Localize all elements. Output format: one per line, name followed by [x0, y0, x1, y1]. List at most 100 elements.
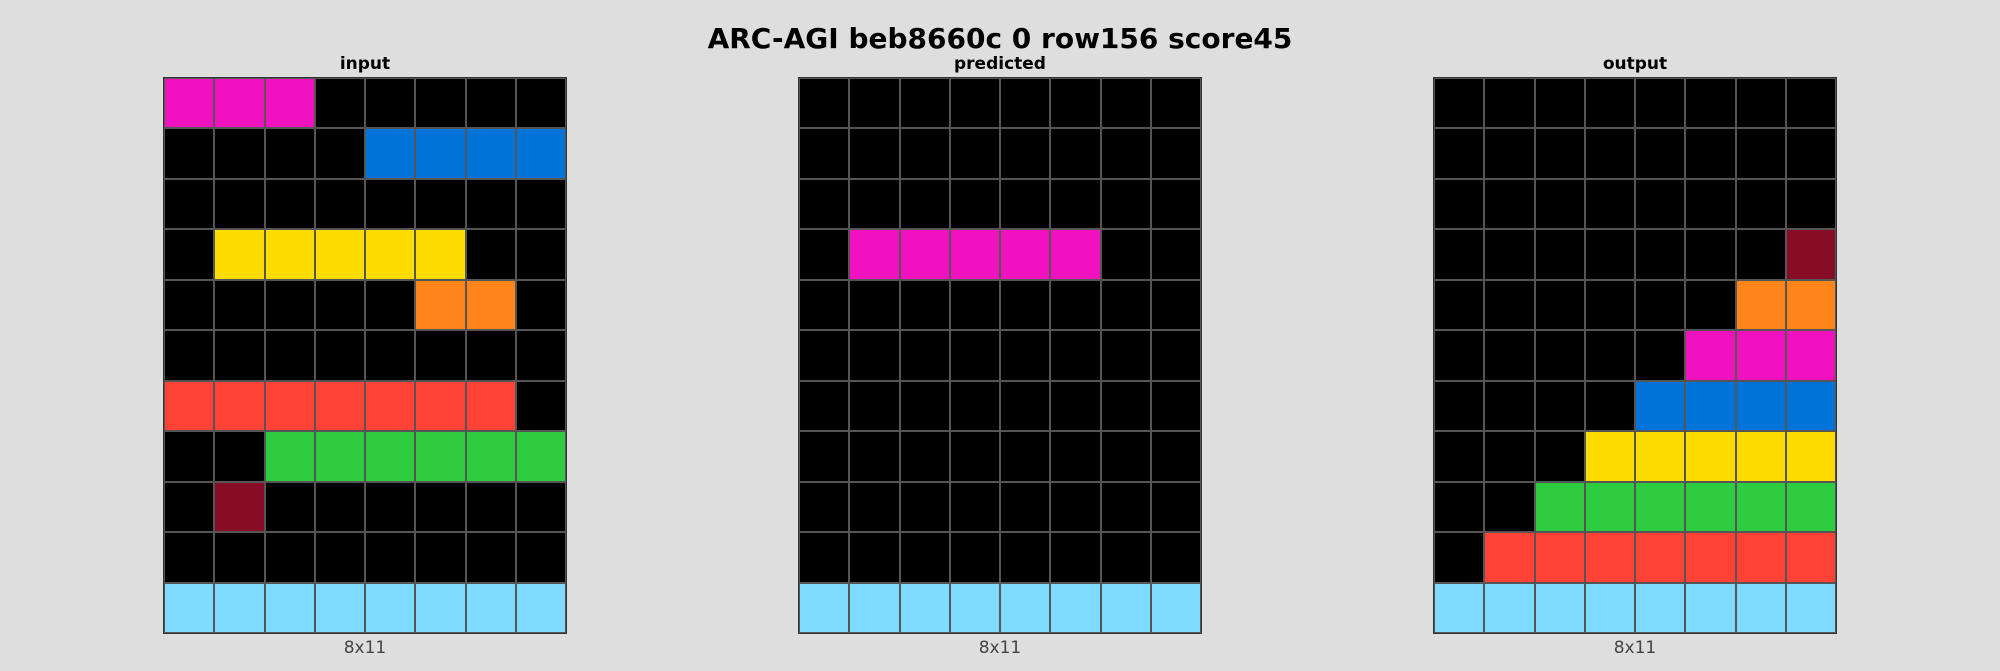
- grid-cell: [799, 380, 850, 432]
- grid-cell: [1534, 229, 1585, 280]
- grid-cell: [799, 128, 850, 179]
- grid-cell: [1785, 178, 1836, 230]
- grid-cell: [1735, 78, 1786, 129]
- grid-cell: [949, 279, 1000, 331]
- grid-cell: [1000, 431, 1051, 482]
- grid-cell: [1050, 279, 1101, 331]
- grid-cell: [949, 78, 1000, 129]
- grid-cell: [849, 229, 900, 280]
- grid-cell: [1735, 582, 1786, 633]
- grid-cell: [899, 481, 950, 533]
- grid-cell: [899, 178, 950, 230]
- grid-cell: [164, 229, 215, 280]
- grid-cell: [1785, 481, 1836, 533]
- grid-cell: [214, 78, 265, 129]
- grid-cell: [799, 532, 850, 583]
- grid-cell: [949, 330, 1000, 381]
- grid-cell: [365, 532, 416, 583]
- grid-cell: [415, 582, 466, 633]
- grid-cell: [164, 78, 215, 129]
- grid-cell: [1434, 78, 1485, 129]
- grid-cell: [1534, 78, 1585, 129]
- grid-cell: [214, 178, 265, 230]
- grid-cell: [1785, 78, 1836, 129]
- grid-cell: [1484, 78, 1535, 129]
- grid-cell: [1635, 532, 1686, 583]
- grid-cell: [849, 532, 900, 583]
- grid-cell: [1050, 229, 1101, 280]
- grid-cell: [214, 380, 265, 432]
- grid-cell: [1735, 229, 1786, 280]
- grid-cell: [899, 582, 950, 633]
- grid-cell: [214, 532, 265, 583]
- grid-cell: [1685, 229, 1736, 280]
- grid-cell: [515, 481, 566, 533]
- grid-cell: [515, 229, 566, 280]
- grid-cell: [1584, 78, 1635, 129]
- grid-cell: [264, 78, 315, 129]
- grid-cell: [1150, 229, 1201, 280]
- grid-cell: [264, 481, 315, 533]
- panel-label-input: input: [339, 54, 391, 74]
- output-dims: 8x11: [1613, 638, 1657, 658]
- grid-cell: [1785, 582, 1836, 633]
- grid-cell: [314, 128, 365, 179]
- grid-cell: [365, 279, 416, 331]
- grid-cell: [465, 279, 516, 331]
- grid-cell: [465, 78, 516, 129]
- grid-cell: [164, 279, 215, 331]
- grid-cell: [1150, 279, 1201, 331]
- grid-cell: [1434, 128, 1485, 179]
- grid-cell: [1150, 481, 1201, 533]
- grid-cell: [1484, 532, 1535, 583]
- grid-cell: [1735, 128, 1786, 179]
- grid-cell: [1635, 380, 1686, 432]
- grid-cell: [1150, 431, 1201, 482]
- grid-cell: [264, 330, 315, 381]
- grid-cell: [899, 279, 950, 331]
- grid-cell: [949, 229, 1000, 280]
- grid-cell: [415, 78, 466, 129]
- grid-cell: [1000, 229, 1051, 280]
- grid-cell: [214, 229, 265, 280]
- grid-cell: [1050, 78, 1101, 129]
- grid-cell: [314, 481, 365, 533]
- grid-cell: [1785, 229, 1836, 280]
- grid-cell: [1484, 279, 1535, 331]
- grid-cell: [365, 229, 416, 280]
- grid-cell: [1584, 380, 1635, 432]
- output-grid: [1433, 77, 1837, 634]
- grid-cell: [1584, 582, 1635, 633]
- grid-cell: [365, 78, 416, 129]
- grid-cell: [314, 431, 365, 482]
- grid-cell: [214, 279, 265, 331]
- grid-cell: [264, 229, 315, 280]
- grid-cell: [164, 431, 215, 482]
- input-dims: 8x11: [343, 638, 387, 658]
- grid-cell: [314, 229, 365, 280]
- output-panel: output 8x11: [1433, 0, 1837, 671]
- grid-cell: [214, 582, 265, 633]
- grid-cell: [1534, 178, 1585, 230]
- grid-cell: [1635, 279, 1686, 331]
- grid-cell: [164, 380, 215, 432]
- grid-cell: [465, 532, 516, 583]
- grid-cell: [465, 330, 516, 381]
- grid-cell: [1000, 178, 1051, 230]
- grid-cell: [1150, 582, 1201, 633]
- grid-cell: [1434, 178, 1485, 230]
- grid-cell: [849, 431, 900, 482]
- grid-cell: [1150, 380, 1201, 432]
- grid-cell: [1050, 481, 1101, 533]
- grid-cell: [1000, 128, 1051, 179]
- grid-cell: [1100, 431, 1151, 482]
- grid-cell: [1000, 380, 1051, 432]
- grid-cell: [1635, 178, 1686, 230]
- grid-cell: [899, 532, 950, 583]
- grid-cell: [1584, 279, 1635, 331]
- panel-label-output: output: [1602, 54, 1668, 74]
- grid-cell: [1635, 431, 1686, 482]
- grid-cell: [465, 582, 516, 633]
- grid-cell: [515, 78, 566, 129]
- grid-cell: [1534, 330, 1585, 381]
